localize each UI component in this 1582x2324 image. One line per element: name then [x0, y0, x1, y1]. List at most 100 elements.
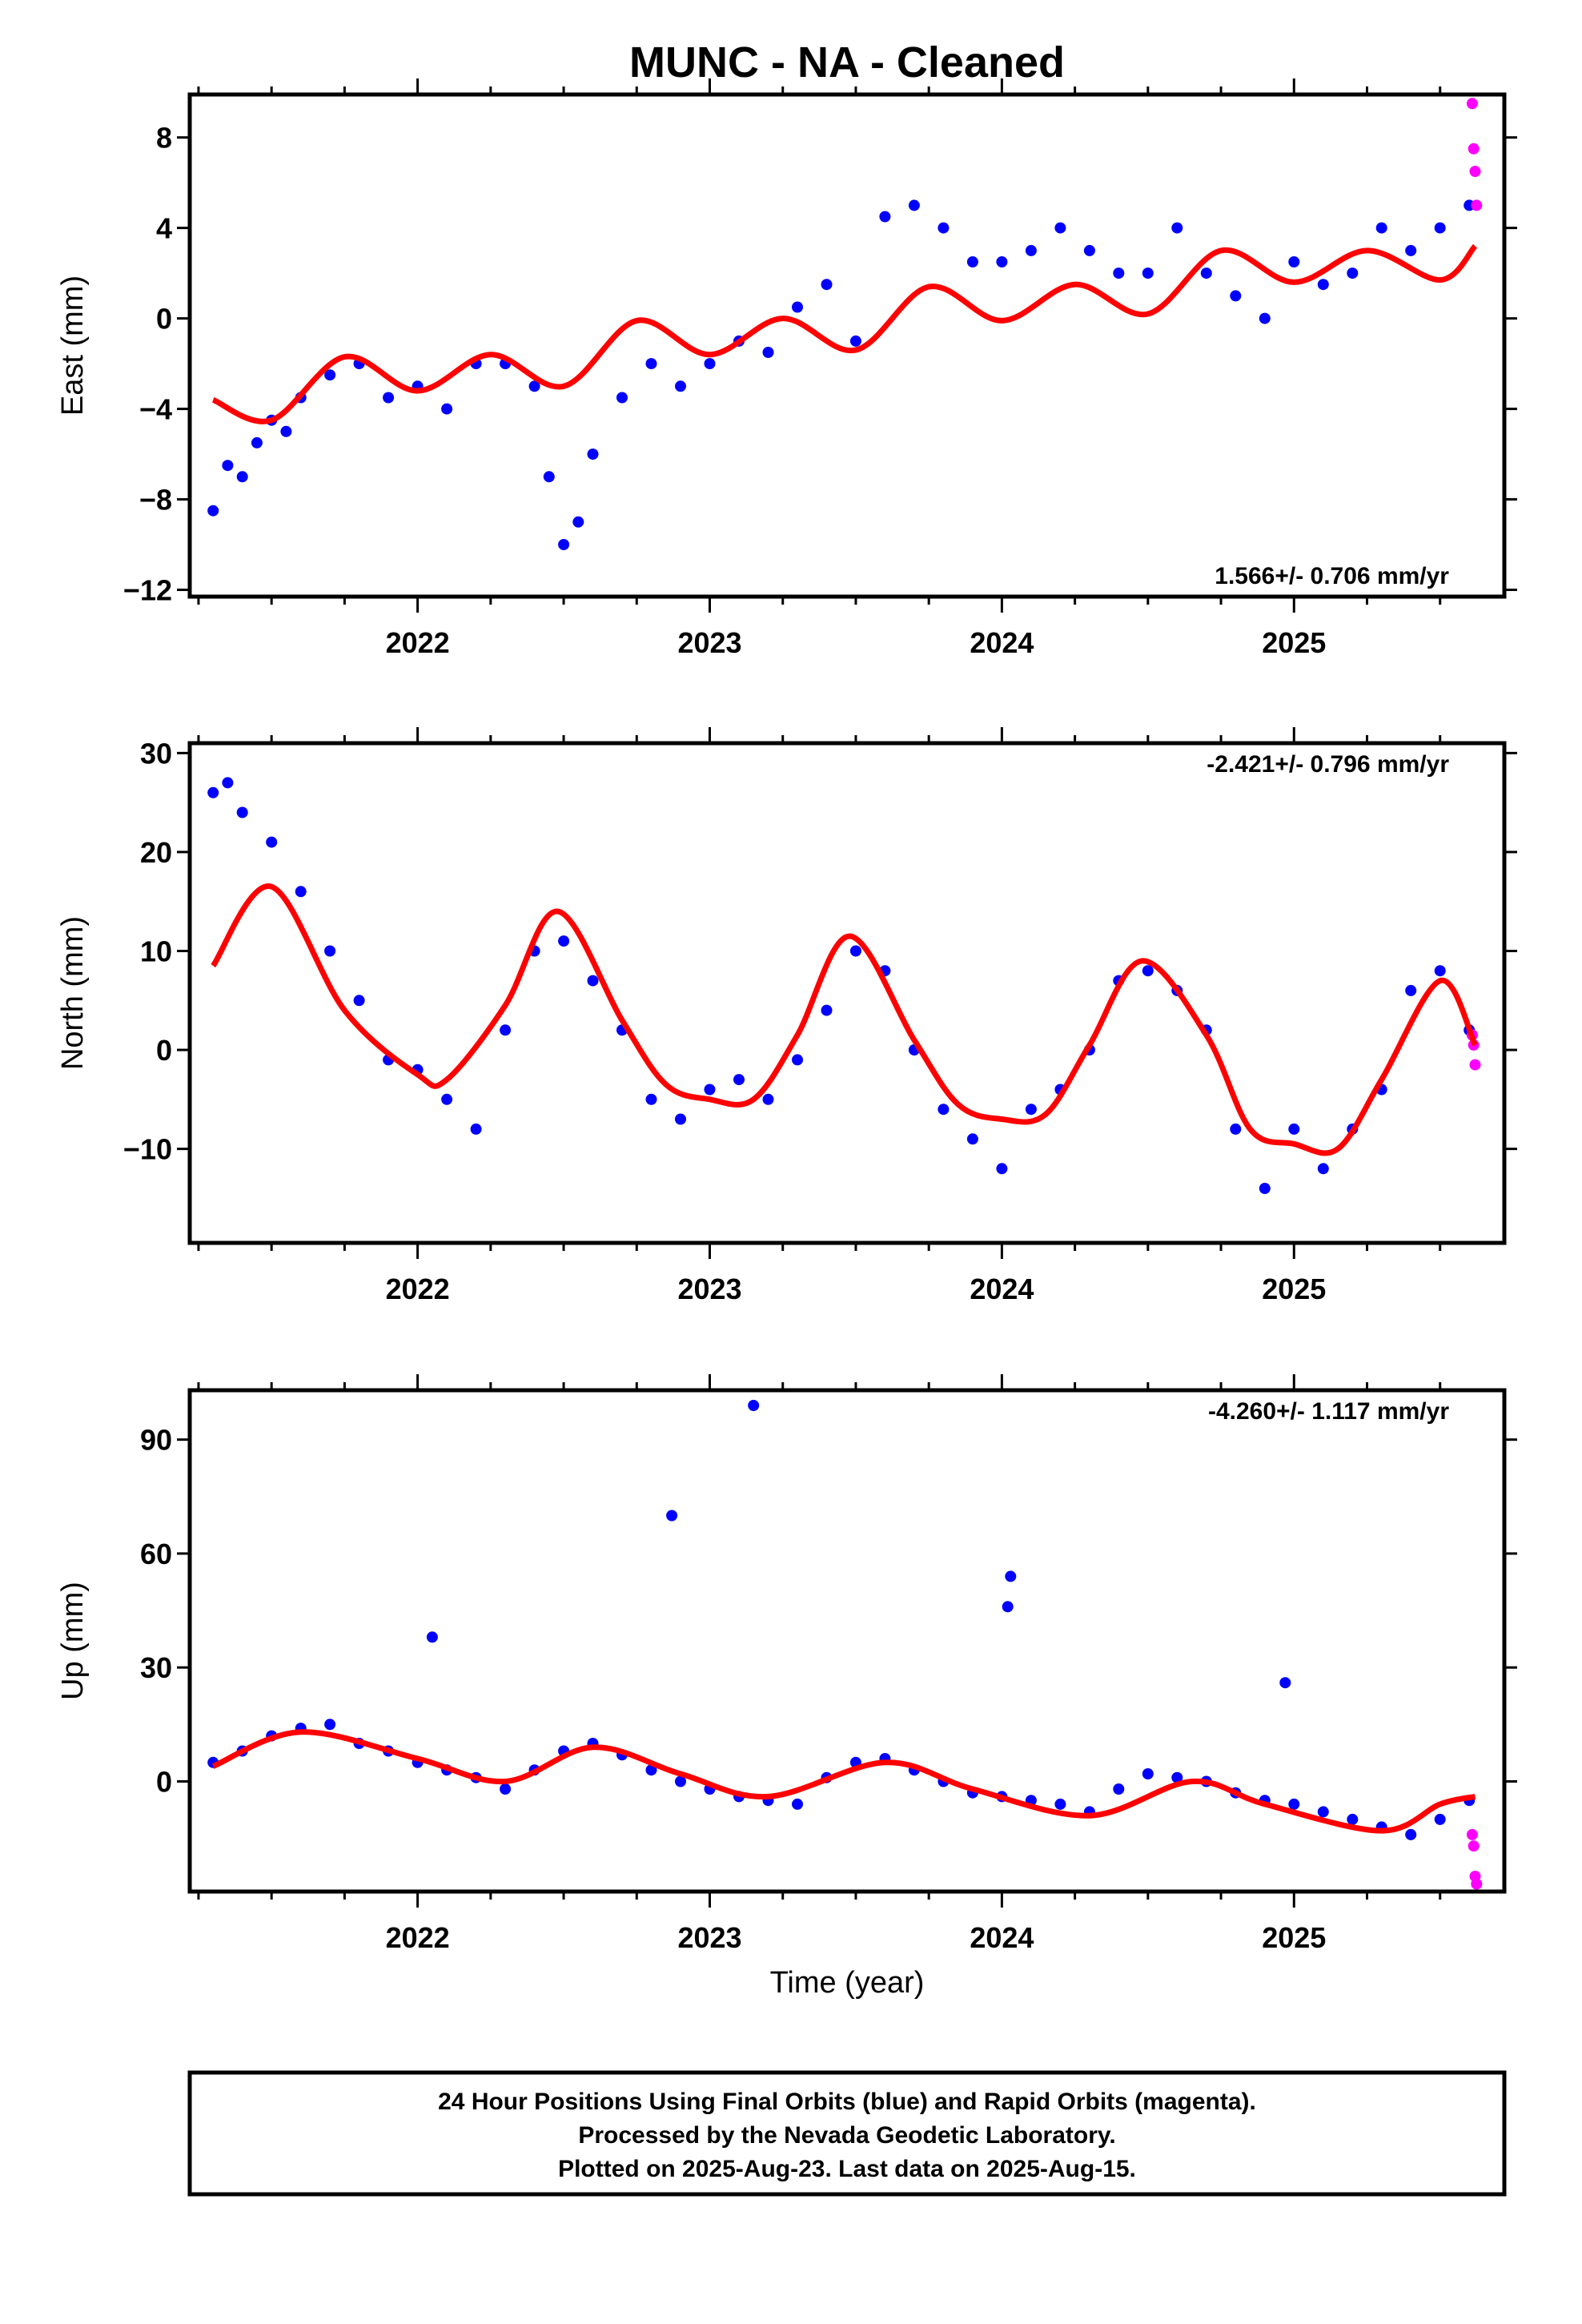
east-final-point: [938, 222, 950, 234]
north-xtick-label: 2022: [386, 1273, 450, 1305]
east-final-point: [383, 392, 395, 404]
east-final-point: [1200, 267, 1212, 279]
east-final-point: [1347, 267, 1359, 279]
up-xtick-label: 2025: [1262, 1921, 1326, 1954]
chart-title: MUNC - NA - Cleaned: [629, 38, 1065, 86]
north-xtick-label: 2023: [677, 1273, 741, 1305]
north-final-point: [295, 886, 307, 898]
north-final-point: [996, 1163, 1008, 1175]
up-final-point: [1005, 1570, 1017, 1582]
north-xtick-label: 2024: [970, 1273, 1034, 1305]
east-final-point: [879, 211, 891, 223]
north-final-point: [1405, 984, 1417, 996]
north-final-point: [849, 945, 861, 957]
up-final-point: [1317, 1806, 1329, 1818]
north-ytick-label: −10: [123, 1133, 172, 1166]
north-rate-label: -2.421+/- 0.796 mm/yr: [1207, 751, 1449, 778]
east-points: [207, 98, 1483, 550]
east-final-point: [1025, 244, 1037, 256]
north-final-point: [587, 975, 599, 987]
north-final-point: [966, 1133, 978, 1145]
east-ytick-label: 0: [156, 303, 172, 336]
up-final-point: [1002, 1601, 1014, 1613]
north-frame: [187, 741, 1507, 1245]
up-fit-curve: [211, 1729, 1476, 1834]
up-panel: 0 30 60 90 2022 2023 2024 2025 Up (mm) -4.260+/- …: [56, 1374, 1517, 1954]
north-final-point: [558, 935, 570, 947]
east-ytick-label: 4: [156, 212, 172, 245]
up-xtick-label: 2024: [970, 1921, 1034, 1954]
up-rapid-point: [1471, 1878, 1483, 1890]
north-final-point: [1259, 1183, 1271, 1194]
up-final-point: [324, 1719, 336, 1731]
north-final-point: [821, 1004, 833, 1016]
east-final-point: [222, 460, 234, 472]
up-final-point: [1171, 1771, 1183, 1783]
north-final-point: [222, 777, 234, 789]
east-final-point: [1259, 312, 1271, 324]
east-final-point: [1054, 222, 1066, 234]
up-final-point: [500, 1783, 512, 1795]
east-final-point: [849, 335, 861, 347]
north-final-point: [1025, 1104, 1037, 1116]
north-rapid-point: [1469, 1059, 1481, 1071]
up-frame: [187, 1388, 1507, 1894]
north-final-point: [353, 995, 365, 1007]
north-final-point: [470, 1123, 482, 1135]
east-rapid-point: [1468, 143, 1480, 155]
north-final-point: [324, 945, 336, 957]
north-panel: −10 0 10 20 30 2022 2023 2024 2025 North (mm) -2.4…: [56, 727, 1517, 1305]
east-fit-curve: [211, 243, 1478, 424]
footer-line-2: Processed by the Nevada Geodetic Laborat…: [578, 2122, 1115, 2149]
up-ytick-label: 60: [140, 1538, 172, 1570]
footer-line-3: Plotted on 2025-Aug-23. Last data on 202…: [558, 2156, 1136, 2182]
up-final-point: [1434, 1813, 1446, 1825]
east-ytick-label: 8: [156, 122, 172, 155]
x-axis-label: Time (year): [770, 1966, 925, 2000]
north-ytick-label: 20: [140, 836, 172, 869]
north-ytick-label: 0: [156, 1034, 172, 1067]
east-final-point: [280, 425, 292, 437]
east-rapid-point: [1469, 166, 1481, 177]
east-final-point: [704, 358, 716, 370]
footer-box: 24 Hour Positions Using Final Orbits (bl…: [187, 2070, 1507, 2197]
up-final-point: [675, 1775, 686, 1787]
up-final-point: [1288, 1798, 1300, 1810]
east-final-point: [558, 539, 570, 550]
north-final-point: [704, 1084, 716, 1096]
east-final-point: [236, 471, 248, 483]
up-ytick-label: 30: [140, 1651, 172, 1684]
east-ytick-label: −4: [139, 393, 172, 426]
east-rapid-point: [1466, 98, 1478, 110]
east-final-point: [1230, 290, 1242, 302]
east-final-point: [207, 505, 219, 517]
east-xtick-label: 2025: [1262, 626, 1326, 659]
north-final-point: [675, 1113, 686, 1125]
east-frame: [187, 92, 1507, 599]
up-rapid-point: [1468, 1840, 1480, 1852]
east-rapid-point: [1471, 199, 1483, 211]
north-final-point: [792, 1054, 803, 1066]
east-final-point: [1083, 244, 1095, 256]
east-final-point: [1288, 256, 1300, 267]
north-final-point: [1434, 965, 1446, 977]
east-final-point: [996, 256, 1008, 267]
north-y-axis-label: North (mm): [56, 916, 90, 1070]
east-ytick-label: −12: [123, 574, 172, 607]
up-final-point: [1054, 1798, 1066, 1810]
east-final-point: [441, 403, 453, 415]
panels-group: −12 −8 −4 0 4 8 2022 2023 2024 2025 East (mm) 1.566…: [56, 78, 1517, 1954]
north-final-point: [762, 1093, 774, 1105]
east-xtick-label: 2023: [677, 626, 741, 659]
east-xtick-label: 2024: [970, 626, 1034, 659]
up-rapid-point: [1466, 1828, 1478, 1840]
east-final-point: [251, 436, 263, 448]
north-final-point: [645, 1093, 657, 1105]
east-final-point: [1171, 222, 1183, 234]
north-final-point: [938, 1104, 950, 1116]
east-final-point: [587, 448, 599, 460]
north-final-point: [1317, 1163, 1329, 1175]
east-final-point: [1113, 267, 1125, 279]
north-ytick-label: 30: [140, 737, 172, 770]
